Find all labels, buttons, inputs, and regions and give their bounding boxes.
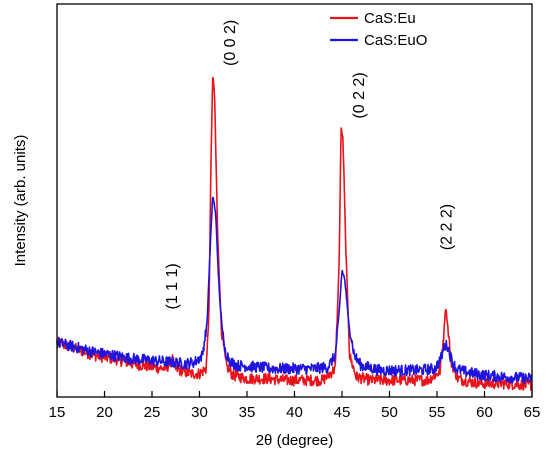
x-tick-label: 55 [429,404,446,421]
x-tick-label: 20 [96,404,113,421]
series-line-cas-eu [56,76,533,391]
x-tick-label: 50 [381,404,398,421]
peak-annotations: (1 1 1) (0 0 2) (0 2 2) (2 2 2) [164,20,456,310]
legend-label-cas-eu: CaS:Eu [364,10,416,27]
peak-label: (0 0 2) [222,20,239,66]
x-tick-label: 40 [286,404,303,421]
series-layer [56,76,533,391]
x-tick-label: 65 [524,404,541,421]
plot-frame [56,3,533,398]
x-tick-label: 35 [239,404,256,421]
series-line-cas-euo [56,196,533,385]
legend-label-cas-euo: CaS:EuO [364,32,427,49]
x-axis-ticks: 15 20 25 30 35 40 45 50 55 60 65 [49,391,541,421]
x-tick-label: 15 [49,404,66,421]
x-axis-label: 2θ (degree) [256,432,334,449]
x-tick-label: 30 [191,404,208,421]
y-axis-label: Intensity (arb. units) [12,135,29,267]
x-tick-label: 60 [476,404,493,421]
peak-label: (0 2 2) [351,72,368,118]
peak-label: (1 1 1) [164,263,181,309]
x-tick-label: 45 [334,404,351,421]
x-tick-label: 25 [144,404,161,421]
peak-label: (2 2 2) [439,204,456,250]
legend: CaS:Eu CaS:EuO [330,10,427,49]
